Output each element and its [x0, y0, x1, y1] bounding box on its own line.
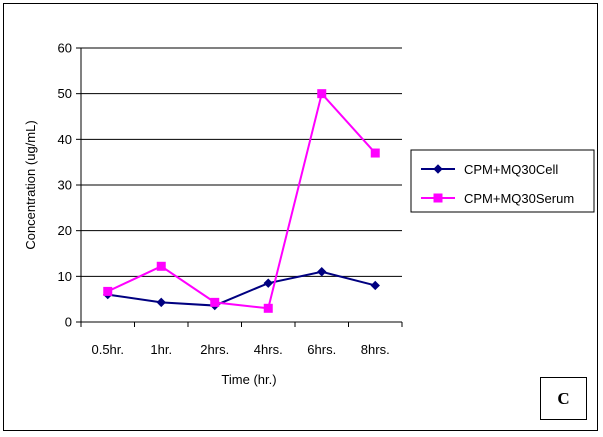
y-tick-label: 50: [58, 86, 72, 101]
legend-label: CPM+MQ30Cell: [464, 162, 558, 177]
y-tick-label: 20: [58, 223, 72, 238]
data-point: [317, 89, 327, 99]
x-axis-title: Time (hr.): [221, 372, 276, 387]
data-point: [210, 297, 220, 307]
data-point: [156, 261, 166, 271]
x-tick-label: 1hr.: [150, 342, 172, 357]
data-point: [263, 278, 273, 288]
x-tick-label: 4hrs.: [254, 342, 283, 357]
legend-marker: [433, 164, 443, 174]
legend-label: CPM+MQ30Serum: [464, 191, 574, 206]
data-point: [370, 148, 380, 158]
data-point: [103, 286, 113, 296]
x-tick-label: 6hrs.: [307, 342, 336, 357]
y-tick-labels: 0 10 20 30 40 50 60: [58, 41, 72, 330]
series-2: [103, 89, 380, 313]
y-tick-label: 40: [58, 132, 72, 147]
series-line: [107, 270, 376, 307]
data-point: [370, 280, 380, 291]
series-group: [103, 89, 380, 313]
data-point: [156, 297, 166, 308]
axes: [80, 48, 403, 327]
x-tick-label: 2hrs.: [200, 342, 229, 357]
y-tick-label: 30: [58, 178, 72, 193]
panel-label: C: [540, 377, 587, 420]
gridlines: [76, 47, 402, 323]
y-tick-label: 0: [65, 315, 72, 330]
chart-frame: [3, 3, 598, 431]
x-tick-labels: 0.5hr. 1hr. 2hrs. 4hrs. 6hrs. 8hrs.: [91, 342, 389, 357]
series-line: [107, 91, 376, 310]
y-tick-label: 10: [58, 269, 72, 284]
legend-marker: [433, 193, 443, 203]
x-tick-label: 0.5hr.: [91, 342, 124, 357]
series-1: [103, 267, 380, 311]
data-point: [263, 303, 273, 313]
legend: CPM+MQ30Cell CPM+MQ30Serum: [410, 149, 595, 213]
x-tick-label: 8hrs.: [361, 342, 390, 357]
data-point: [317, 267, 327, 277]
y-axis-title: Concentration (ug/mL): [23, 120, 38, 249]
y-tick-label: 60: [58, 41, 72, 56]
